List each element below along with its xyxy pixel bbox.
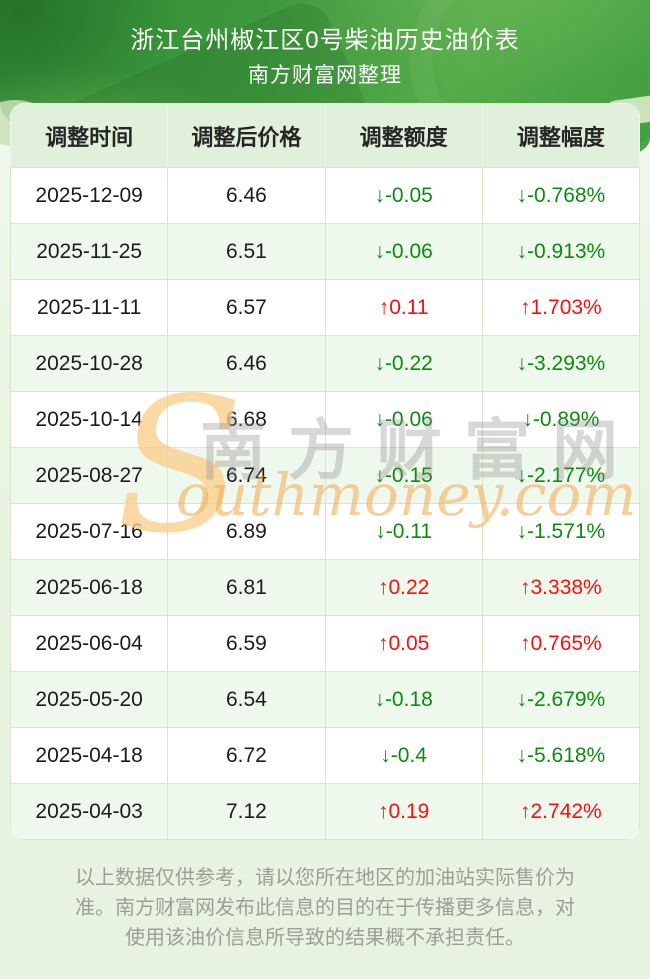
- cell-change-amount: ↓-0.06: [324, 223, 483, 280]
- cell-adjust-date: 2025-11-11: [10, 279, 169, 336]
- oil-price-table-card: 调整时间 调整后价格 调整额度 调整幅度 2025-12-09 6.46 ↓-0.0…: [10, 103, 640, 840]
- cell-change-percent: ↓-2.679%: [481, 671, 640, 728]
- table-row: 2025-12-09 6.46 ↓-0.05 ↓-0.768%: [10, 167, 640, 224]
- table-row: 2025-06-04 6.59 ↑0.05 ↑0.765%: [10, 615, 640, 672]
- cell-adjust-date: 2025-05-20: [10, 671, 169, 728]
- cell-change-percent: ↑1.703%: [481, 279, 640, 336]
- cell-price: 6.74: [167, 447, 326, 504]
- cell-change-amount: ↓-0.4: [324, 727, 483, 784]
- cell-change-percent: ↑3.338%: [481, 559, 640, 616]
- cell-change-percent: ↓-0.913%: [481, 223, 640, 280]
- cell-price: 6.89: [167, 503, 326, 560]
- table-header-row: 调整时间 调整后价格 调整额度 调整幅度: [10, 103, 640, 168]
- table-row: 2025-10-14 6.68 ↓-0.06 ↓-0.89%: [10, 391, 640, 448]
- cell-price: 6.46: [167, 335, 326, 392]
- table-row: 2025-10-28 6.46 ↓-0.22 ↓-3.293%: [10, 335, 640, 392]
- cell-adjust-date: 2025-06-18: [10, 559, 169, 616]
- table-row: 2025-06-18 6.81 ↑0.22 ↑3.338%: [10, 559, 640, 616]
- column-header-adjusted-price: 调整后价格: [167, 103, 326, 168]
- cell-adjust-date: 2025-06-04: [10, 615, 169, 672]
- cell-price: 6.51: [167, 223, 326, 280]
- cell-change-percent: ↓-3.293%: [481, 335, 640, 392]
- cell-change-amount: ↓-0.22: [324, 335, 483, 392]
- table-row: 2025-11-25 6.51 ↓-0.06 ↓-0.913%: [10, 223, 640, 280]
- table-row: 2025-07-16 6.89 ↓-0.11 ↓-1.571%: [10, 503, 640, 560]
- cell-change-percent: ↑2.742%: [481, 783, 640, 840]
- disclaimer-footer: 以上数据仅供参考，请以您所在地区的加油站实际售价为准。南方财富网发布此信息的目的…: [0, 839, 650, 979]
- cell-price: 6.57: [167, 279, 326, 336]
- column-header-adjust-time: 调整时间: [10, 103, 169, 168]
- table-body: 2025-12-09 6.46 ↓-0.05 ↓-0.768% 2025-11-25 6.…: [10, 167, 640, 840]
- cell-change-amount: ↑0.19: [324, 783, 483, 840]
- cell-change-amount: ↑0.22: [324, 559, 483, 616]
- cell-price: 6.59: [167, 615, 326, 672]
- cell-change-amount: ↓-0.18: [324, 671, 483, 728]
- cell-change-percent: ↓-5.618%: [481, 727, 640, 784]
- cell-change-percent: ↓-0.768%: [481, 167, 640, 224]
- cell-adjust-date: 2025-04-03: [10, 783, 169, 840]
- table-row: 2025-11-11 6.57 ↑0.11 ↑1.703%: [10, 279, 640, 336]
- cell-price: 6.54: [167, 671, 326, 728]
- cell-change-percent: ↓-1.571%: [481, 503, 640, 560]
- cell-change-amount: ↓-0.11: [324, 503, 483, 560]
- cell-change-percent: ↓-2.177%: [481, 447, 640, 504]
- cell-adjust-date: 2025-08-27: [10, 447, 169, 504]
- page-subtitle: 南方财富网整理: [248, 64, 402, 87]
- cell-price: 6.81: [167, 559, 326, 616]
- cell-adjust-date: 2025-11-25: [10, 223, 169, 280]
- cell-price: 6.68: [167, 391, 326, 448]
- table-row: 2025-05-20 6.54 ↓-0.18 ↓-2.679%: [10, 671, 640, 728]
- table-row: 2025-04-03 7.12 ↑0.19 ↑2.742%: [10, 783, 640, 840]
- cell-change-amount: ↑0.05: [324, 615, 483, 672]
- cell-price: 7.12: [167, 783, 326, 840]
- cell-change-percent: ↓-0.89%: [481, 391, 640, 448]
- cell-change-amount: ↓-0.05: [324, 167, 483, 224]
- cell-change-amount: ↑0.11: [324, 279, 483, 336]
- cell-adjust-date: 2025-10-14: [10, 391, 169, 448]
- page-title: 浙江台州椒江区0号柴油历史油价表: [130, 27, 520, 54]
- column-header-adjust-range: 调整幅度: [481, 103, 640, 168]
- cell-price: 6.46: [167, 167, 326, 224]
- oil-price-history-table: 调整时间 调整后价格 调整额度 调整幅度 2025-12-09 6.46 ↓-0.0…: [10, 103, 640, 840]
- disclaimer-text: 以上数据仅供参考，请以您所在地区的加油站实际售价为准。南方财富网发布此信息的目的…: [75, 867, 575, 949]
- cell-change-percent: ↑0.765%: [481, 615, 640, 672]
- column-header-adjust-amount: 调整额度: [324, 103, 483, 168]
- cell-change-amount: ↓-0.06: [324, 391, 483, 448]
- cell-adjust-date: 2025-12-09: [10, 167, 169, 224]
- cell-price: 6.72: [167, 727, 326, 784]
- cell-change-amount: ↓-0.15: [324, 447, 483, 504]
- cell-adjust-date: 2025-07-16: [10, 503, 169, 560]
- cell-adjust-date: 2025-10-28: [10, 335, 169, 392]
- cell-adjust-date: 2025-04-18: [10, 727, 169, 784]
- table-row: 2025-04-18 6.72 ↓-0.4 ↓-5.618%: [10, 727, 640, 784]
- table-row: 2025-08-27 6.74 ↓-0.15 ↓-2.177%: [10, 447, 640, 504]
